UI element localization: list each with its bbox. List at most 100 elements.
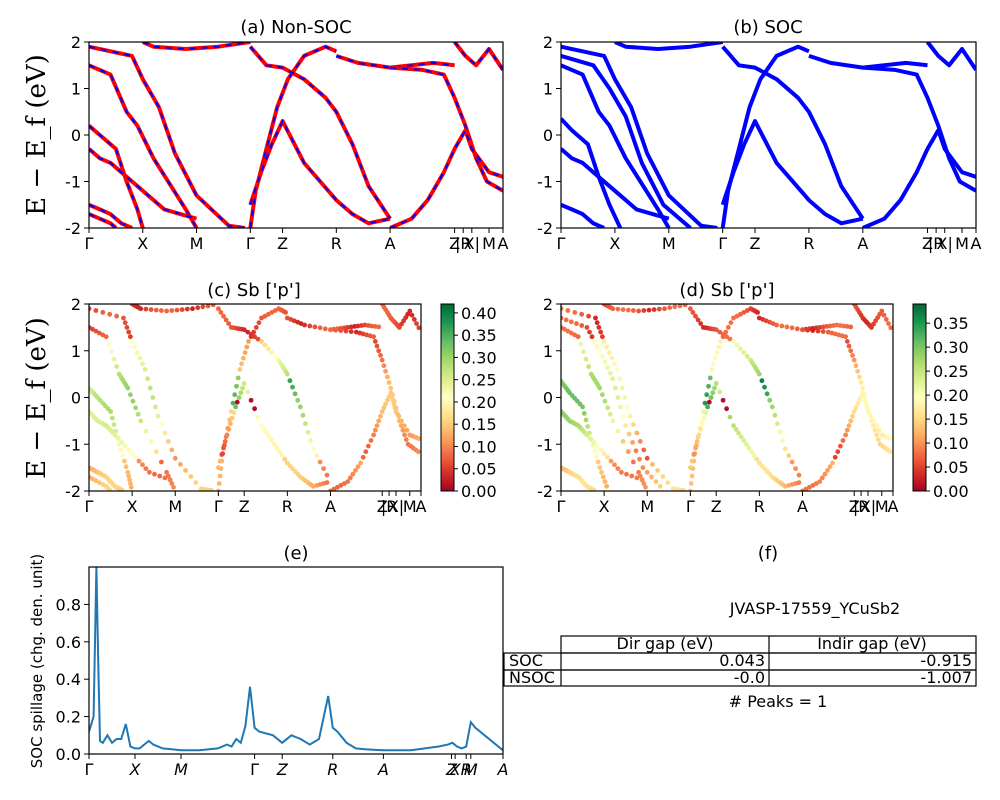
projection-point	[253, 325, 259, 330]
projection-point	[266, 346, 271, 352]
projection-point	[779, 323, 785, 329]
projection-point	[649, 474, 654, 480]
projection-point	[374, 343, 380, 349]
projection-point	[863, 401, 869, 407]
projection-point	[232, 392, 238, 398]
x-tick-label: A	[325, 497, 336, 516]
projection-point	[665, 480, 671, 485]
projection-point	[338, 328, 344, 333]
projection-point	[371, 432, 376, 438]
band-line-soc	[561, 53, 692, 228]
x-tick-label: M	[875, 497, 889, 516]
band-line-soc-overlay	[89, 213, 117, 228]
projection-point	[796, 480, 802, 485]
projection-point	[860, 385, 866, 391]
projection-point	[835, 449, 841, 455]
table-cell-soc-dir: 0.043	[719, 651, 765, 670]
projection-point	[598, 329, 604, 335]
projection-point	[834, 322, 840, 328]
projection-point	[720, 397, 726, 403]
projection-point	[138, 306, 144, 312]
projection-point	[784, 324, 790, 330]
projection-point	[363, 449, 369, 455]
x-tick-label: X	[137, 234, 148, 253]
projection-point	[612, 462, 617, 468]
projection-point	[601, 451, 607, 456]
projection-point	[605, 405, 610, 411]
projection-point	[193, 480, 199, 485]
projection-point	[568, 319, 574, 325]
x-tick-label: R	[282, 497, 293, 516]
colorbar-tick-label: 0.25	[933, 362, 969, 381]
panel-f-title: (f)	[758, 543, 778, 564]
projection-point	[118, 447, 124, 453]
projection-point	[140, 462, 145, 468]
projection-point	[865, 409, 871, 414]
projection-point	[259, 339, 264, 344]
projection-point	[614, 367, 620, 372]
table-cell-nsoc-dir: -0.0	[734, 668, 765, 687]
projection-point	[646, 307, 652, 313]
y-tick-label: -1	[65, 435, 81, 454]
x-tick-label: Z	[276, 760, 289, 779]
projection-point	[793, 466, 798, 471]
projection-point	[597, 465, 603, 470]
x-tick-label: |R	[455, 234, 472, 253]
projection-point	[142, 367, 148, 372]
projection-point	[822, 471, 828, 477]
projection-point	[229, 415, 235, 421]
colorbar-tick-label: 0.35	[461, 326, 497, 345]
projection-point	[312, 324, 318, 330]
projection-point	[651, 307, 657, 312]
projection-point	[706, 399, 712, 405]
projection-point	[780, 438, 785, 443]
projection-point	[120, 453, 125, 458]
projection-point	[231, 410, 237, 415]
projection-point	[132, 344, 138, 350]
projection-point	[727, 414, 733, 420]
projection-point	[381, 405, 387, 411]
projection-point	[134, 350, 140, 355]
projection-point	[114, 313, 119, 319]
projection-point	[411, 317, 417, 322]
x-tick-label: X	[599, 497, 610, 516]
projection-point	[162, 475, 168, 481]
projection-point	[297, 404, 303, 410]
projection-point	[360, 454, 366, 460]
projection-point	[355, 323, 361, 329]
projection-point	[217, 458, 223, 464]
projection-point	[393, 409, 399, 414]
x-tick-label: X	[449, 760, 462, 779]
projection-point	[233, 404, 239, 410]
projection-point	[601, 339, 607, 344]
x-tick-label: M	[482, 234, 496, 253]
projection-point	[786, 453, 792, 458]
projection-point	[124, 325, 130, 330]
band-line-soc-overlay	[89, 124, 144, 228]
projection-point	[383, 368, 388, 374]
x-tick-label: X|	[388, 497, 404, 516]
projection-point	[111, 422, 117, 427]
projection-point	[184, 306, 190, 312]
x-tick-label: X	[129, 760, 142, 779]
projection-point	[597, 348, 603, 354]
colorbar-tick-label: 0.35	[933, 314, 969, 333]
projection-point	[754, 456, 760, 462]
projection-point	[127, 334, 133, 340]
x-tick-label: Z	[849, 497, 860, 516]
projection-point	[710, 390, 716, 396]
projection-point	[702, 400, 708, 406]
projection-point	[864, 405, 870, 411]
spillage-line	[89, 567, 503, 752]
projection-point	[851, 409, 857, 414]
projection-point	[696, 432, 702, 438]
colorbar-tick-label: 0.10	[933, 434, 969, 453]
projection-point	[226, 321, 232, 326]
projection-point	[155, 413, 161, 419]
projection-point	[606, 350, 612, 355]
projection-point	[597, 385, 603, 391]
projection-point	[279, 453, 285, 458]
projection-point	[350, 471, 356, 477]
panel-b-title: (b) SOC	[733, 17, 802, 38]
